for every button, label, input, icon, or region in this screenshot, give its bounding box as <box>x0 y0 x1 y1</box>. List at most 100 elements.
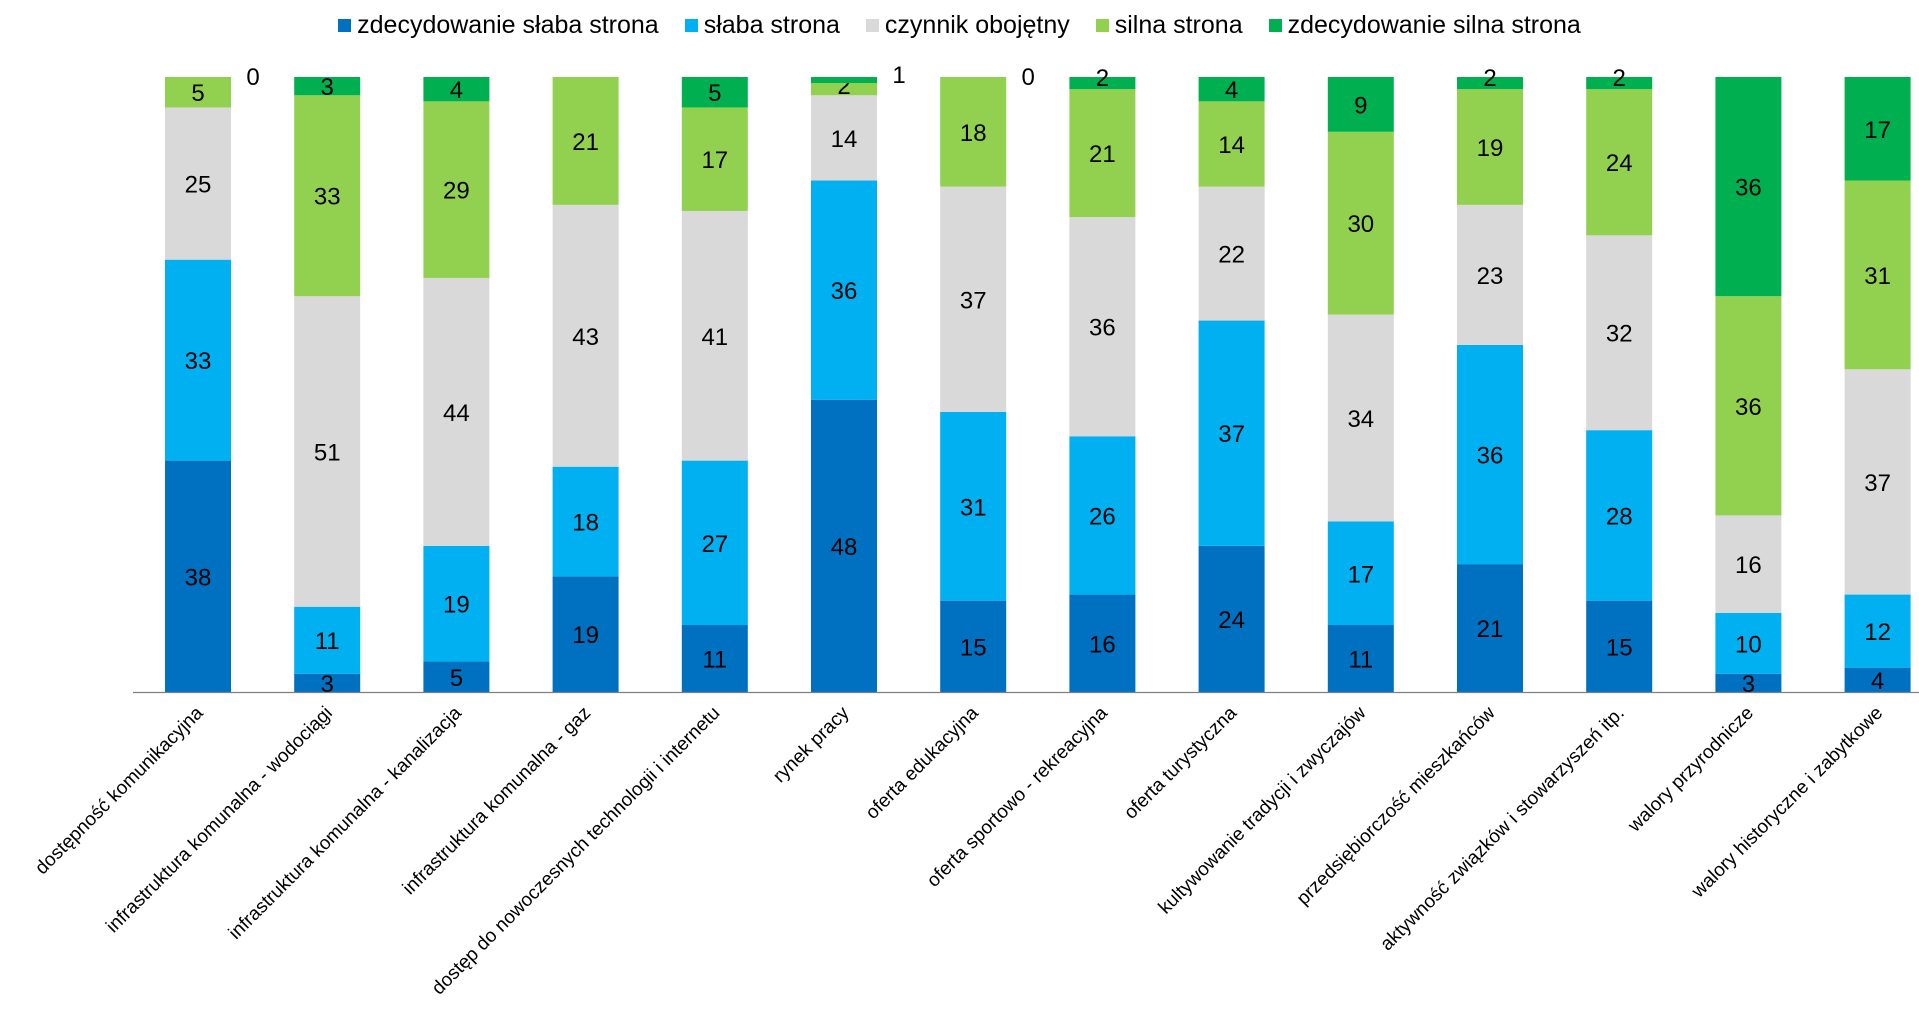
bar-segment <box>1069 89 1136 218</box>
data-label: 29 <box>443 178 470 205</box>
bar-segment <box>1715 612 1782 674</box>
bar-segment <box>1198 101 1265 187</box>
bar-segment <box>423 545 490 662</box>
bar-segment <box>811 83 877 96</box>
legend-label: zdecydowanie słaba strona <box>357 10 659 39</box>
legend-swatch <box>865 18 879 32</box>
bar-segment <box>552 77 619 205</box>
data-label: 2 <box>1613 65 1626 92</box>
bar-segment <box>165 259 231 461</box>
data-label: 4 <box>1225 77 1238 104</box>
data-label: 18 <box>572 510 599 537</box>
bar-segment <box>811 399 877 692</box>
bar-segment <box>294 296 361 607</box>
bar-segment <box>165 460 231 692</box>
data-label: 11 <box>702 647 727 674</box>
data-label: 27 <box>701 531 728 558</box>
data-label: 10 <box>1735 631 1762 658</box>
legend-swatch <box>684 18 698 32</box>
bar-segment <box>1844 77 1911 181</box>
data-label: 17 <box>1864 117 1891 144</box>
data-label: 48 <box>831 534 858 561</box>
data-label: 11 <box>315 628 340 655</box>
bar-segment <box>1586 430 1653 601</box>
bar-segment <box>1198 545 1265 692</box>
data-label: 36 <box>1477 443 1504 470</box>
bar-segment <box>1586 89 1653 236</box>
data-label: 34 <box>1347 406 1374 433</box>
data-label: 5 <box>450 665 463 692</box>
legend-item: zdecydowanie słaba strona <box>338 11 659 40</box>
bar-segment <box>1069 594 1136 692</box>
data-label: 14 <box>1218 132 1245 159</box>
bar-segment <box>165 77 231 108</box>
bar-segment <box>811 180 877 400</box>
data-label: 3 <box>1742 671 1755 698</box>
data-label: 28 <box>1606 503 1633 530</box>
data-label: 30 <box>1347 211 1374 238</box>
data-label: 38 <box>185 564 212 591</box>
data-label: 33 <box>185 348 212 375</box>
bar-segment <box>423 77 490 102</box>
data-label: 36 <box>1735 175 1762 202</box>
bar-segment <box>940 411 1007 601</box>
bar-segment <box>423 277 490 546</box>
legend-label: słaba strona <box>703 10 840 39</box>
bar-segment <box>1457 564 1523 692</box>
data-label: 41 <box>701 324 728 351</box>
data-label: 37 <box>1218 421 1245 448</box>
data-label: 12 <box>1864 619 1891 646</box>
bar-segment <box>423 661 490 692</box>
data-label: 33 <box>314 184 341 211</box>
legend-label: zdecydowanie silna strona <box>1287 10 1581 39</box>
bar-segment <box>1586 77 1653 90</box>
data-label: 31 <box>960 494 987 521</box>
bar-segment <box>1457 77 1523 90</box>
category-label: oferta turystyczna <box>1120 702 1241 823</box>
bar-segment <box>1069 77 1136 90</box>
bar-segment <box>552 204 619 467</box>
category-label: aktywność związków i stowarzyszeń itp. <box>1376 703 1628 955</box>
bar-segment <box>1327 131 1394 315</box>
bar-segment <box>1457 89 1523 205</box>
bar-segment <box>681 460 748 626</box>
bar-segment <box>940 186 1007 412</box>
bar-segment <box>1327 521 1394 626</box>
category-label: kultywowanie tradycji i zwyczajów <box>1155 702 1371 918</box>
bar-segment <box>294 606 361 674</box>
category-label: oferta edukacyjna <box>862 702 983 823</box>
bar-segment <box>552 466 619 577</box>
data-label: 32 <box>1606 321 1633 348</box>
data-label: 4 <box>1871 668 1884 695</box>
data-label: 21 <box>1477 616 1504 643</box>
bar-segment <box>940 600 1007 692</box>
bar-segment <box>165 107 231 260</box>
data-label: 19 <box>572 622 599 649</box>
data-label: 17 <box>701 147 728 174</box>
bar-segment <box>1198 320 1265 546</box>
legend-item: czynnik obojętny <box>865 10 1070 40</box>
data-label: 3 <box>321 74 334 101</box>
legend-swatch <box>338 18 352 32</box>
data-label: 15 <box>960 634 987 661</box>
bar-segment <box>1457 344 1523 565</box>
data-label: 36 <box>1735 394 1762 421</box>
data-label: 24 <box>1218 607 1245 634</box>
data-label: 43 <box>572 324 599 351</box>
bar-segment <box>294 95 361 297</box>
data-label: 23 <box>1477 263 1504 290</box>
legend-swatch <box>1095 18 1109 32</box>
data-label: 4 <box>450 77 463 104</box>
data-label: 26 <box>1089 503 1116 530</box>
data-label: 17 <box>1347 561 1374 588</box>
data-label: 0 <box>1022 64 1035 91</box>
bar-segment <box>1069 217 1136 437</box>
data-label: 31 <box>1864 263 1891 290</box>
data-label: 18 <box>960 120 987 147</box>
bar-segment <box>1198 186 1265 321</box>
data-label: 16 <box>1735 552 1762 579</box>
category-label: infrastruktura komunalna - wodociągi <box>102 703 336 937</box>
data-label: 44 <box>443 400 470 427</box>
legend-label: czynnik obojętny <box>884 10 1070 39</box>
